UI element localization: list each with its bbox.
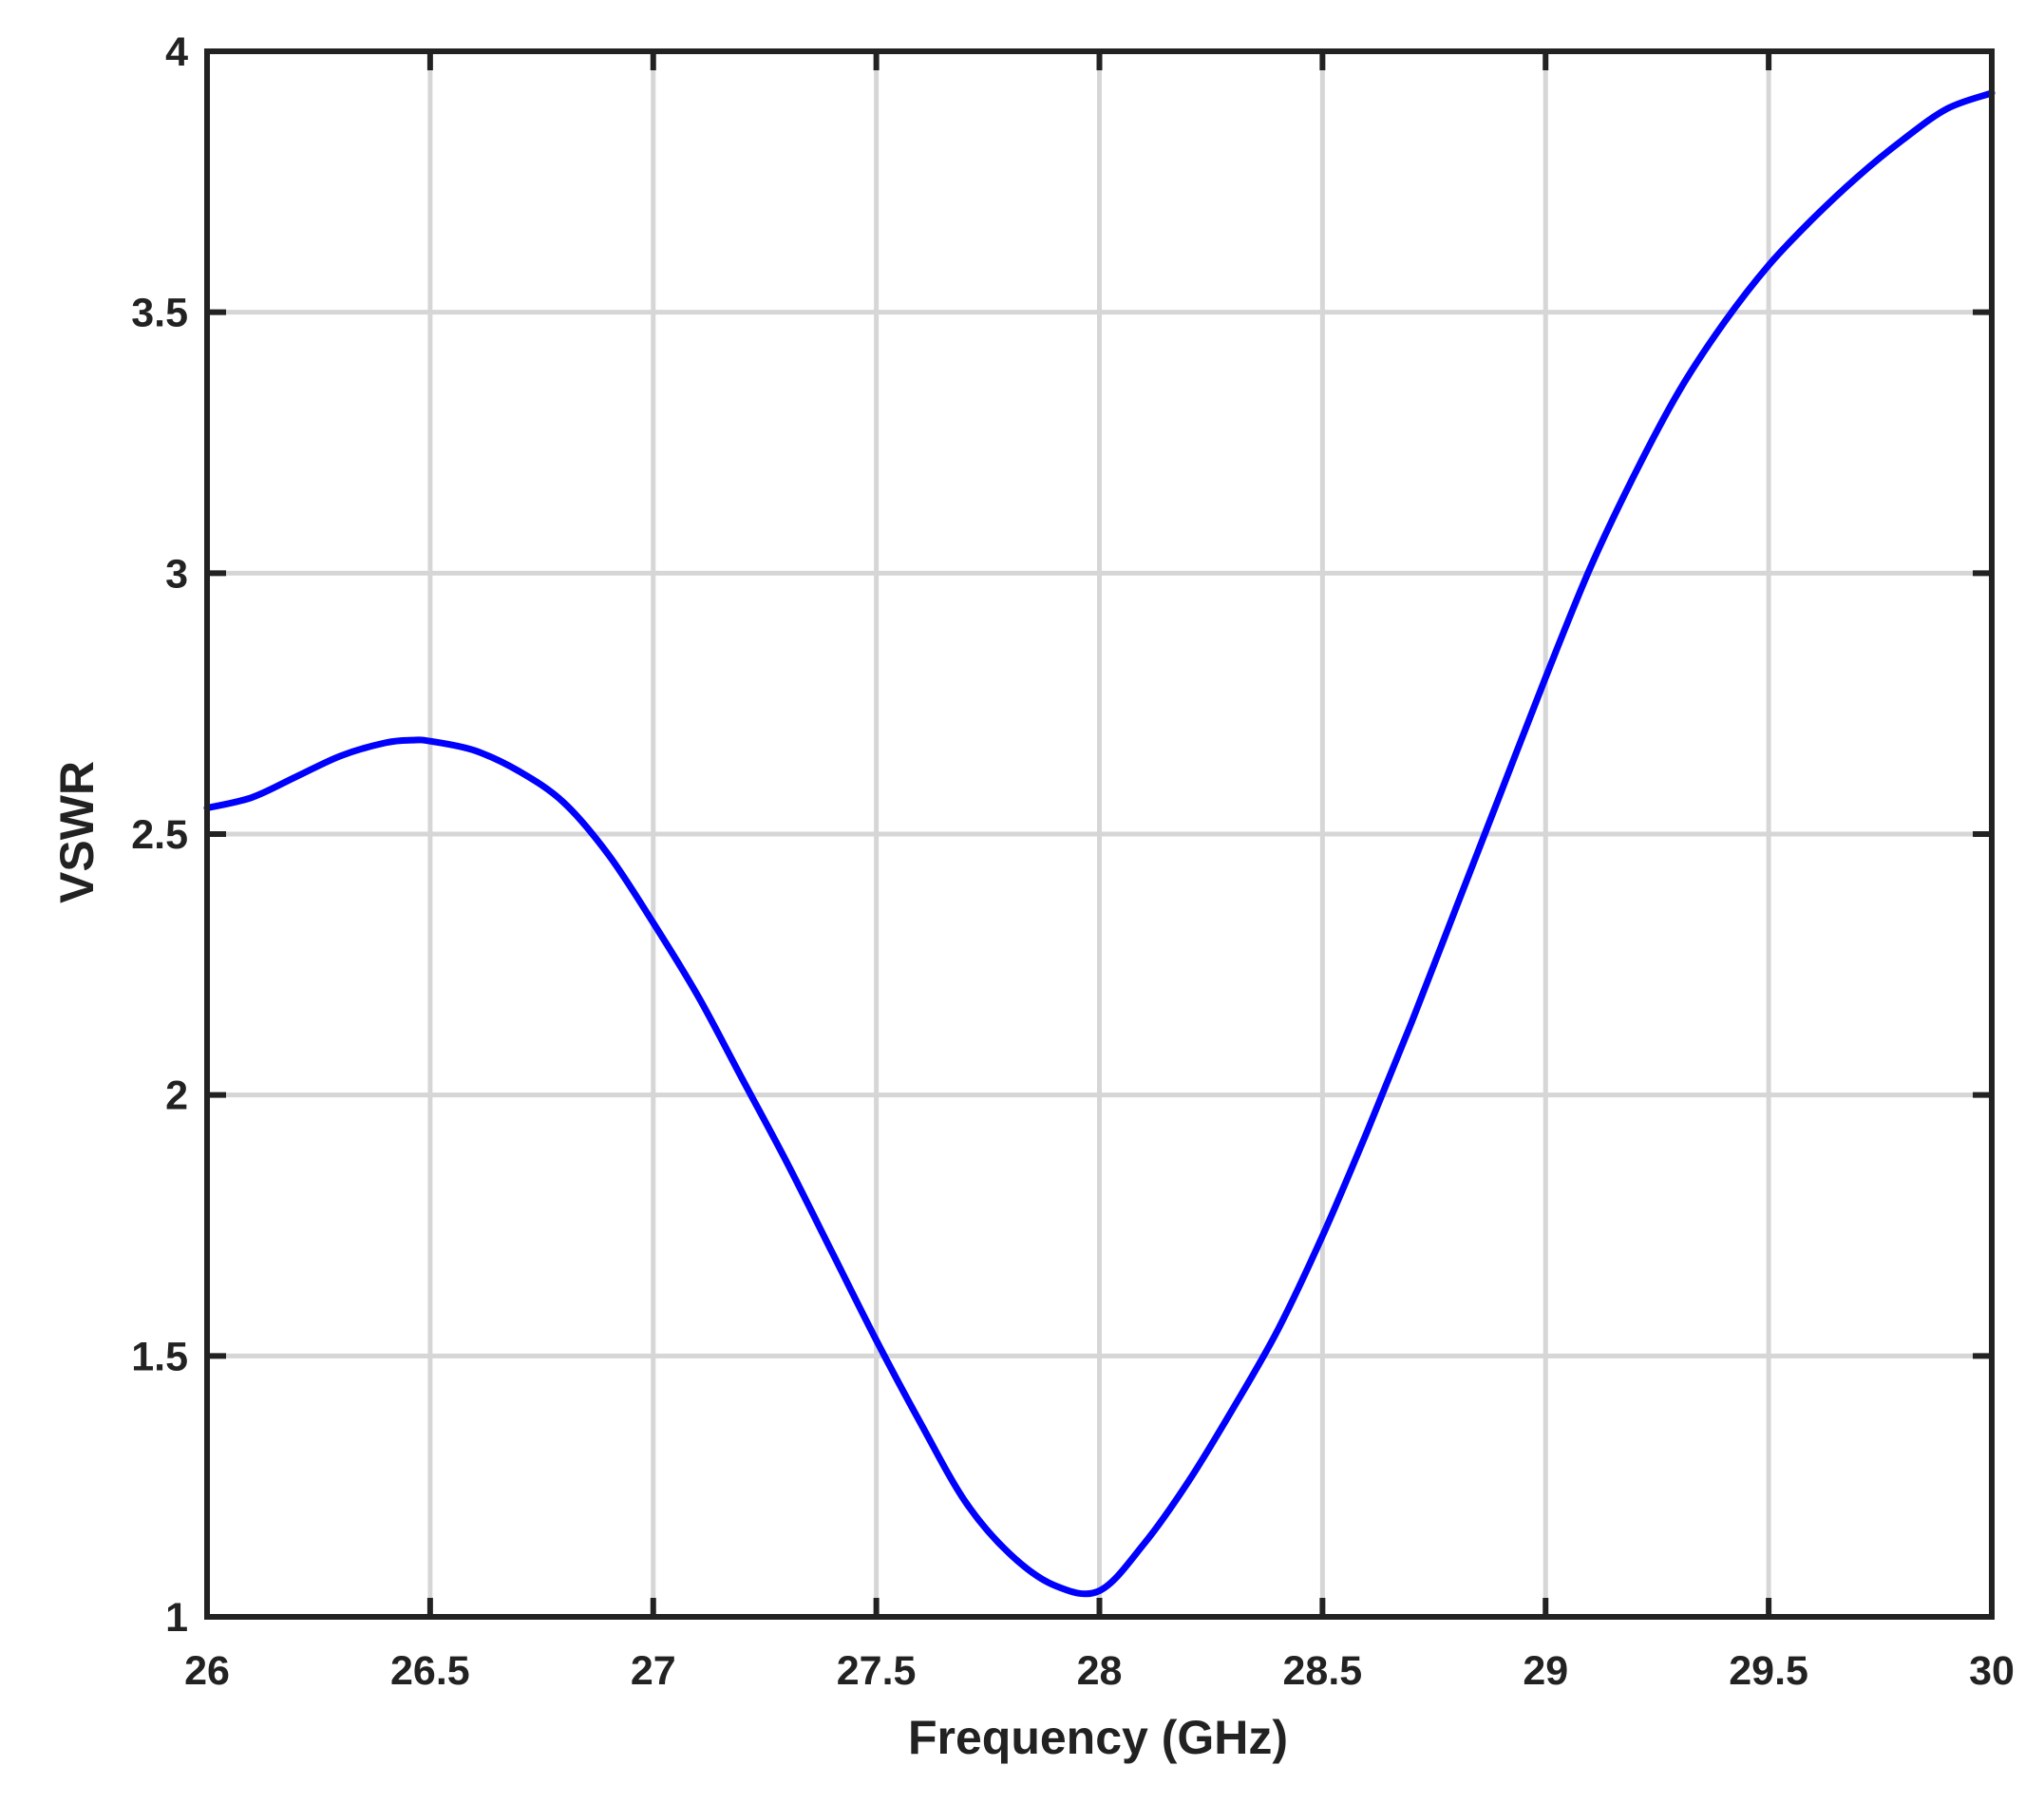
y-tick-labels: 1 1.5 2 2.5 3 3.5 4 — [131, 29, 188, 1641]
y-axis-label: VSWR — [50, 761, 104, 903]
x-tick-label: 27.5 — [837, 1648, 917, 1694]
y-tick-label: 4 — [165, 29, 188, 75]
x-tick-label: 26 — [184, 1648, 230, 1694]
x-axis-label: Frequency (GHz) — [908, 1711, 1288, 1764]
x-tick-label: 27 — [631, 1648, 676, 1694]
vswr-series-line — [203, 89, 1996, 1598]
y-tick-label: 1 — [165, 1595, 188, 1641]
grid-lines — [207, 51, 1992, 1617]
x-tick-labels: 26 26.5 27 27.5 28 28.5 29 29.5 30 — [184, 1648, 2015, 1694]
x-tick-label: 26.5 — [390, 1648, 470, 1694]
y-tick-label: 2.5 — [131, 812, 188, 858]
x-tick-label: 28 — [1077, 1648, 1123, 1694]
y-tick-label: 1.5 — [131, 1334, 188, 1379]
x-tick-label: 29.5 — [1729, 1648, 1808, 1694]
x-tick-label: 29 — [1523, 1648, 1568, 1694]
series-layer — [203, 89, 1996, 1598]
y-tick-label: 3 — [165, 551, 188, 597]
x-tick-label: 28.5 — [1283, 1648, 1363, 1694]
x-tick-label: 30 — [1969, 1648, 2015, 1694]
y-tick-label: 3.5 — [131, 291, 188, 336]
tick-marks — [204, 48, 1995, 1620]
y-tick-label: 2 — [165, 1073, 188, 1119]
